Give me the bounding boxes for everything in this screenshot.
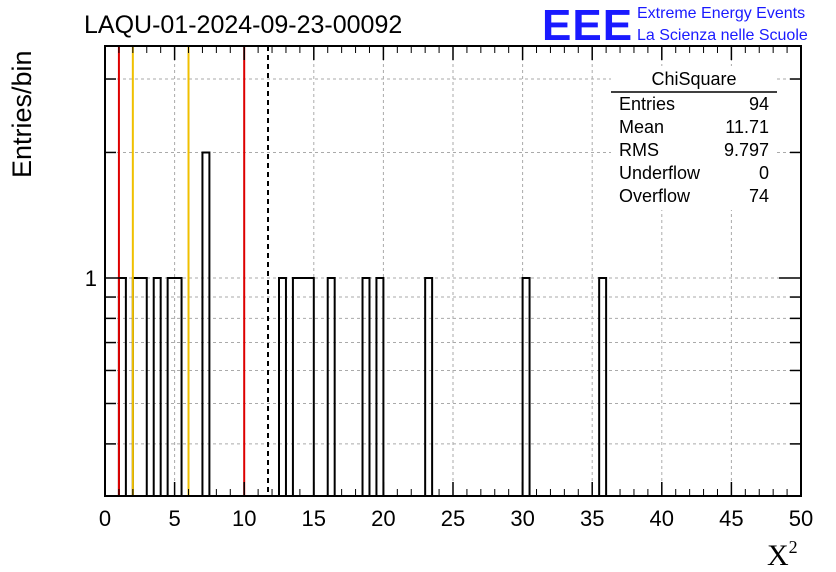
x-tick-label: 40 [650, 506, 674, 531]
histogram-bin [131, 276, 148, 496]
y-axis-label: Entries/bin [7, 50, 37, 178]
stat-label: RMS [619, 140, 659, 160]
histogram-bin [201, 151, 211, 496]
stat-value: 11.71 [725, 117, 769, 137]
histogram-bars [117, 151, 608, 496]
x-tick-label: 20 [371, 506, 395, 531]
stats-box: ChiSquare Entries 94 Mean 11.71 RMS 9.797 Unde… [611, 66, 777, 210]
x-tick-label: 50 [789, 506, 813, 531]
stat-value: 9.797 [724, 140, 769, 160]
histogram-bin [152, 276, 162, 496]
x-tick-label: 35 [580, 506, 604, 531]
brand-line-1: Extreme Energy Events [637, 5, 805, 22]
x-tick-label: 10 [232, 506, 256, 531]
histogram-bin [521, 276, 531, 496]
x-tick-label: 15 [302, 506, 326, 531]
y-tick-label: 1 [85, 266, 97, 291]
grid-lines [105, 46, 801, 496]
stat-value: 94 [749, 94, 769, 114]
histogram-bin [424, 276, 434, 496]
x-axis-label: X2 [767, 537, 798, 572]
x-tick-label: 25 [441, 506, 465, 531]
eee-logo-mark: EEE [542, 1, 633, 50]
chart-title: LAQU-01-2024-09-23-00092 [84, 11, 402, 39]
eee-logo: EEE Extreme Energy Events La Scienza nel… [542, 1, 808, 50]
stat-value: 0 [759, 163, 769, 183]
stats-title: ChiSquare [651, 69, 736, 89]
x-tick-label: 45 [719, 506, 743, 531]
histogram-bin [291, 276, 315, 496]
stats-box-background [611, 66, 777, 210]
x-tick-label: 0 [99, 506, 111, 531]
x-tick-label: 30 [510, 506, 534, 531]
histogram-bin [166, 276, 183, 496]
brand-line-2: La Scienza nelle Scuole [637, 27, 808, 44]
histogram-bin [598, 276, 608, 496]
histogram-bin [278, 276, 287, 496]
stats-rows: Entries 94 Mean 11.71 RMS 9.797 Underflow 0 Over… [619, 94, 769, 206]
stat-label: Underflow [619, 163, 701, 183]
histogram-bin [361, 276, 371, 496]
stat-label: Overflow [619, 186, 691, 206]
histogram-bin [326, 276, 336, 496]
histogram-bin [375, 276, 385, 496]
axis-ticks: 0 5 10 15 20 25 30 35 40 45 50 1 [85, 46, 813, 531]
stat-label: Mean [619, 117, 664, 137]
histogram-bin [117, 276, 127, 496]
stat-value: 74 [749, 186, 769, 206]
reference-lines [117, 46, 270, 496]
x-tick-label: 5 [168, 506, 180, 531]
stat-label: Entries [619, 94, 675, 114]
